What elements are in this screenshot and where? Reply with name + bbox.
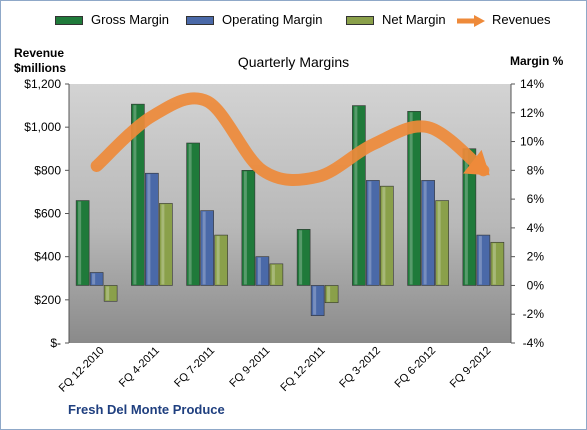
legend-label-gross-margin: Gross Margin bbox=[91, 12, 170, 27]
operating-margin-swatch bbox=[186, 16, 214, 26]
legend-label-net-margin: Net Margin bbox=[382, 12, 446, 27]
legend-item-operating-margin: Operating Margin bbox=[186, 12, 322, 27]
company-name: Fresh Del Monte Produce bbox=[68, 402, 225, 417]
legend: Gross Margin Operating Margin Net Margin… bbox=[0, 12, 587, 32]
left-axis-title-line1: Revenue bbox=[14, 46, 65, 60]
revenues-arrow-icon bbox=[457, 14, 485, 27]
legend-label-revenues: Revenues bbox=[492, 12, 551, 27]
right-axis-title: Margin % bbox=[510, 54, 564, 68]
gross-margin-swatch bbox=[55, 16, 83, 26]
legend-label-operating-margin: Operating Margin bbox=[222, 12, 323, 27]
chart-title: Quarterly Margins bbox=[237, 54, 350, 70]
left-axis-title: Revenue $millions bbox=[14, 46, 66, 76]
left-axis-title-line2: $millions bbox=[14, 61, 67, 75]
legend-item-net-margin: Net Margin bbox=[346, 12, 446, 27]
net-margin-swatch bbox=[346, 16, 374, 26]
legend-item-gross-margin: Gross Margin bbox=[55, 12, 169, 27]
legend-item-revenues: Revenues bbox=[456, 12, 551, 27]
